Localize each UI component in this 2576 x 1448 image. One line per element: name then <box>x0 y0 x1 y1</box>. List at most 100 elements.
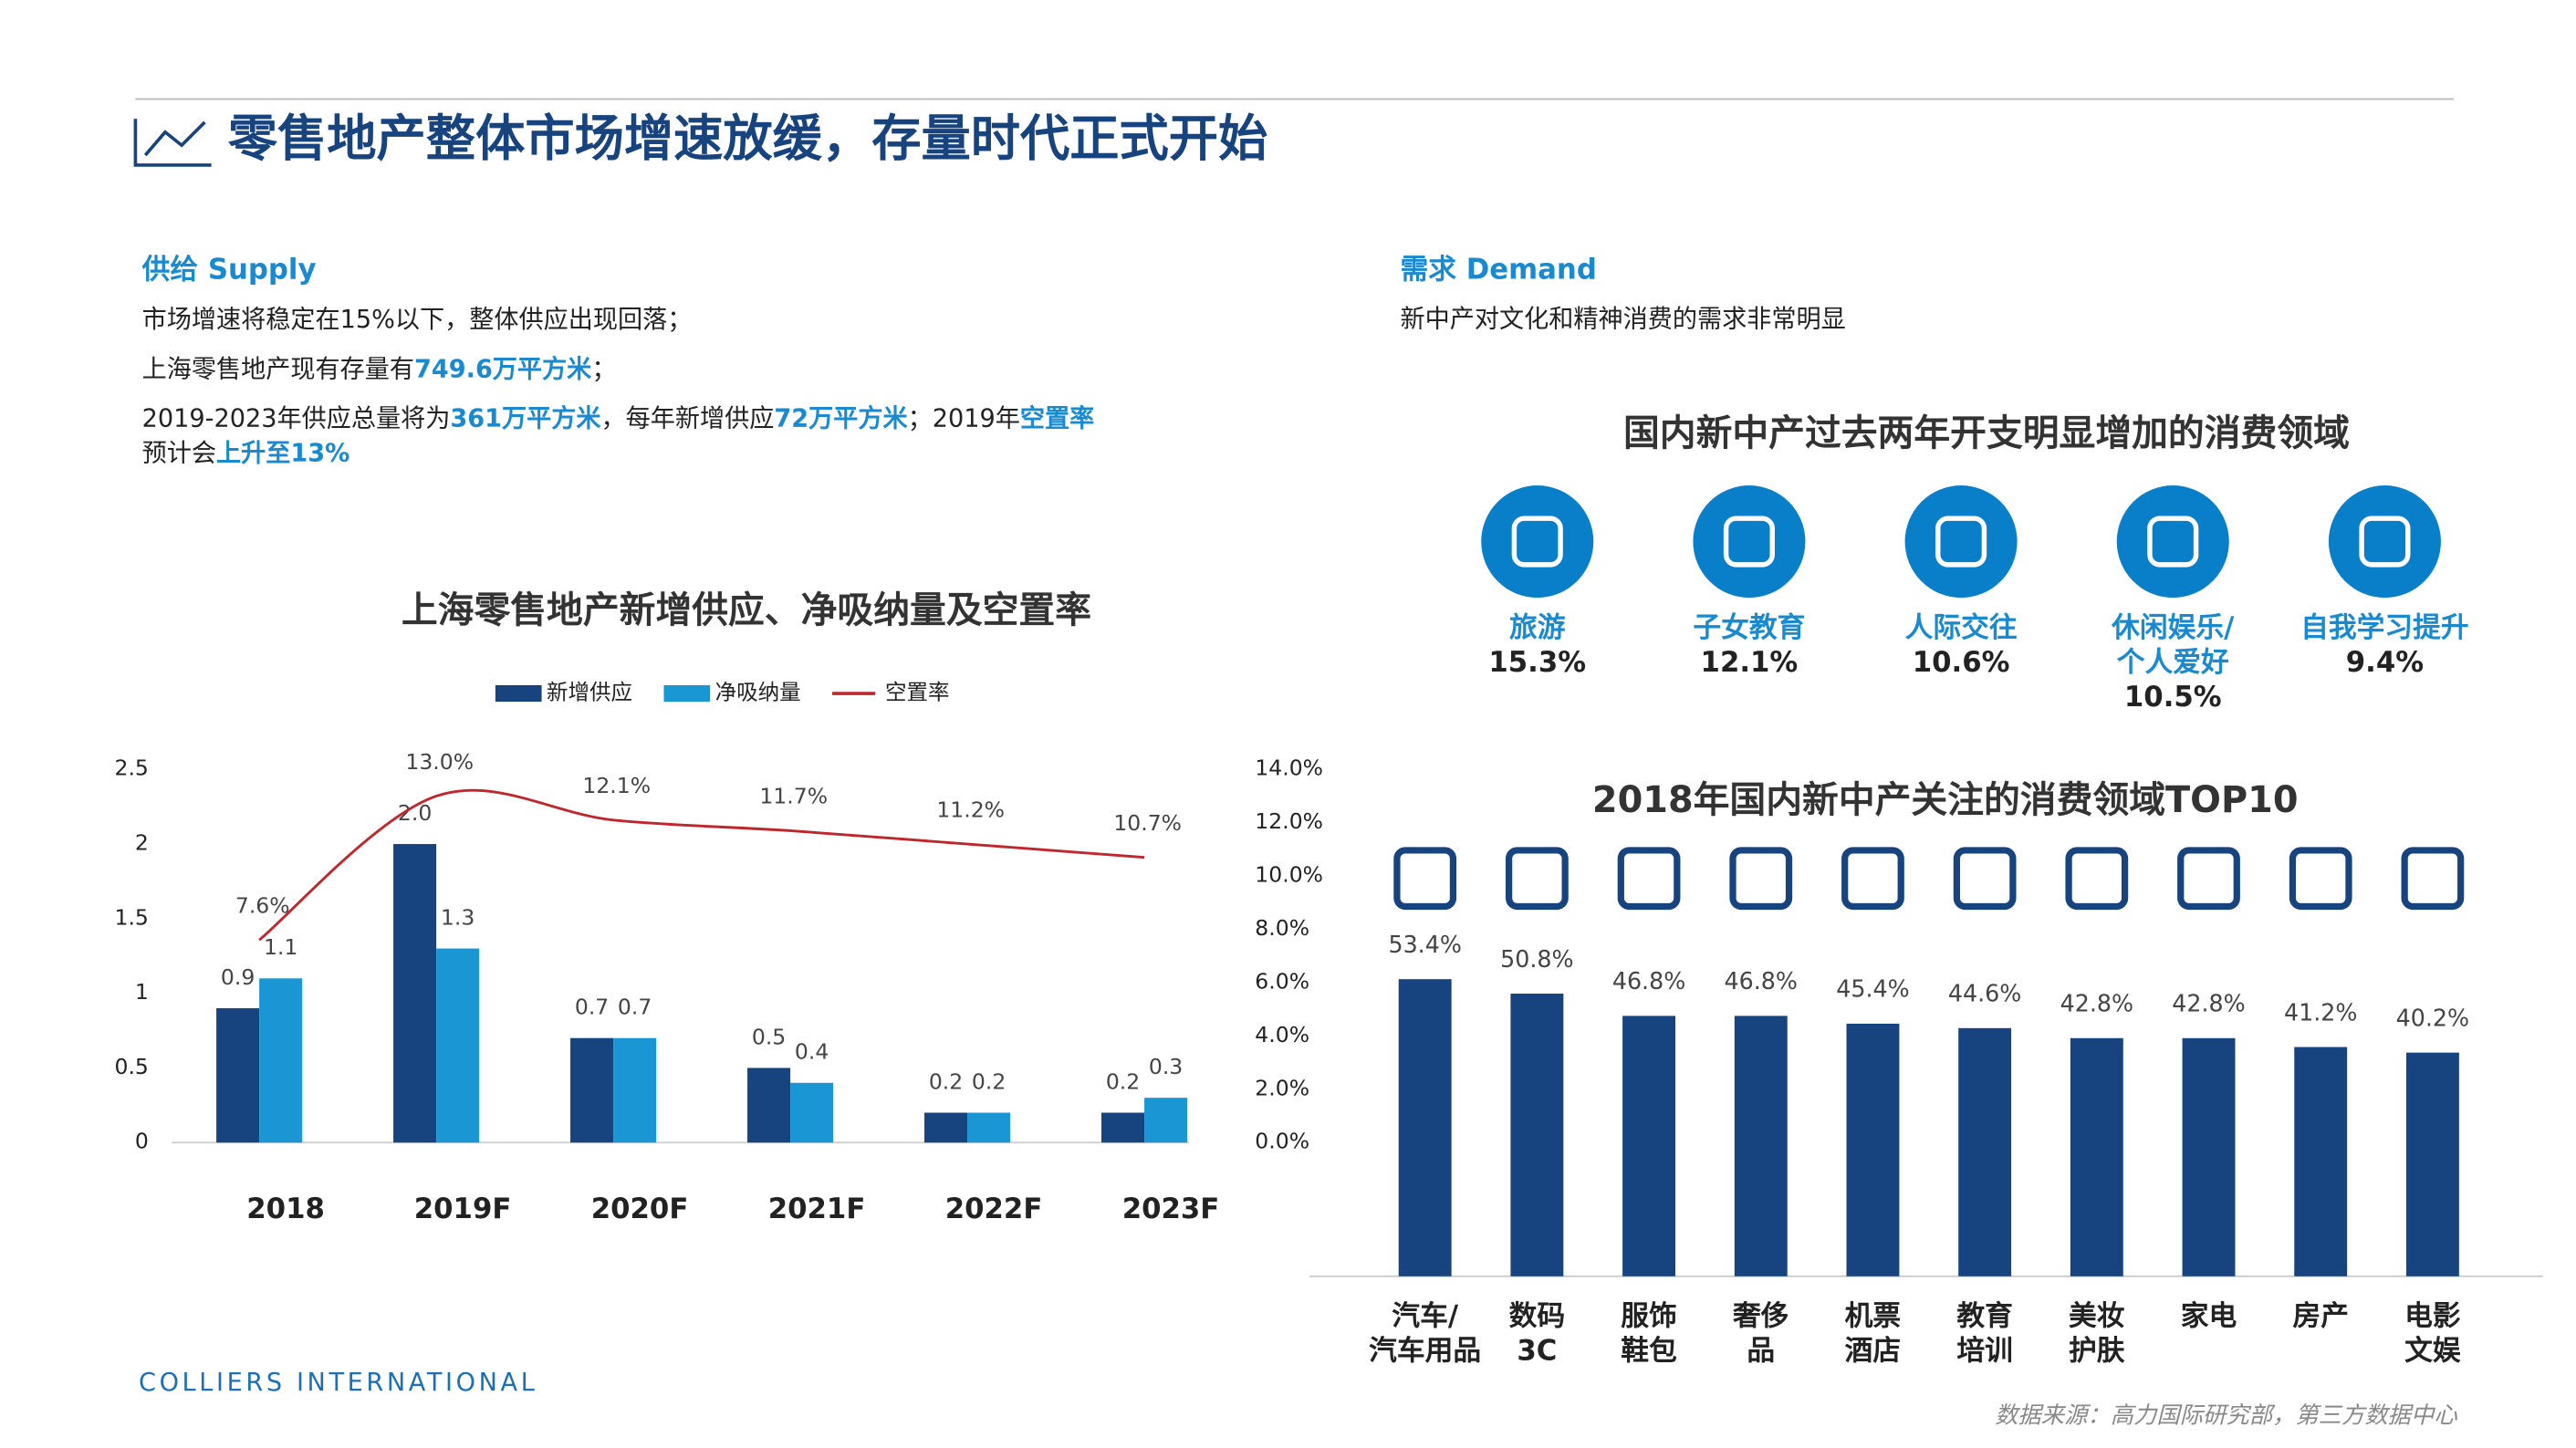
chart-title: 2018年国内新中产关注的消费领域TOP10 <box>1592 779 2299 821</box>
data-label: 40.2% <box>2396 1004 2469 1031</box>
data-label: 0.9 <box>221 964 255 990</box>
demand-heading: 需求 Demand <box>1401 253 1597 286</box>
bar <box>747 1068 791 1143</box>
data-label: 0.2 <box>929 1068 963 1094</box>
bar <box>570 1037 614 1143</box>
icon-circle <box>2116 485 2229 599</box>
data-label: 0.5 <box>752 1024 786 1049</box>
x-tick-label: 品 <box>1747 1335 1775 1368</box>
item-label: 休闲娱乐/ <box>2111 611 2235 644</box>
x-tick-label: 汽车/ <box>1392 1300 1459 1333</box>
legend-label: 新增供应 <box>547 680 632 705</box>
icon <box>2401 847 2465 911</box>
text-segment: 市场增速将稳定在15%以下，整体供应出现回落； <box>142 306 693 334</box>
bar <box>393 844 437 1143</box>
bar <box>1144 1098 1188 1143</box>
bar <box>2070 1037 2123 1276</box>
supply-heading: 供给 Supply <box>141 253 317 286</box>
data-label: 11.7% <box>759 784 828 809</box>
legend-swatch <box>495 684 542 703</box>
icon-circle <box>1693 485 1806 599</box>
highlight: 上升至13% <box>216 439 349 467</box>
supply-line: 市场增速将稳定在15%以下，整体供应出现回落； <box>142 306 693 334</box>
data-label: 0.2 <box>1106 1068 1140 1094</box>
icon <box>1506 847 1569 911</box>
text-segment: ；2019年 <box>908 404 1020 432</box>
bar <box>1846 1023 1900 1276</box>
icon <box>1617 847 1681 911</box>
data-label: 0.7 <box>575 995 609 1020</box>
bar <box>2405 1052 2459 1276</box>
y-tick-label: 1.5 <box>114 904 148 930</box>
item-value: 10.6% <box>1913 646 2010 679</box>
data-label: 7.6% <box>235 893 290 919</box>
y2-tick-label: 4.0% <box>1255 1022 1309 1047</box>
data-label: 42.8% <box>2172 990 2245 1017</box>
y-tick-label: 2 <box>135 830 149 856</box>
legend-label: 空置率 <box>885 680 950 705</box>
data-label: 46.8% <box>1612 967 1685 995</box>
text-segment: 2019-2023年供应总量将为 <box>142 404 451 432</box>
x-tick-label: 2021F <box>768 1193 866 1225</box>
bar <box>1958 1027 2012 1276</box>
header-icon <box>133 119 212 167</box>
data-label: 1.1 <box>264 934 297 960</box>
data-label: 12.1% <box>582 773 651 798</box>
highlight: 749.6万平方米 <box>414 354 592 383</box>
demand-subtitle: 国内新中产过去两年开支明显增加的消费领域 <box>1623 412 2350 454</box>
x-tick-label: 鞋包 <box>1621 1335 1677 1368</box>
data-label: 0.4 <box>795 1039 829 1065</box>
demand-text: 新中产对文化和精神消费的需求非常明显 <box>1401 306 1846 334</box>
legend-swatch <box>663 684 711 703</box>
data-label: 13.0% <box>405 749 474 775</box>
supply-line: 上海零售地产现有存量有749.6万平方米； <box>142 354 617 383</box>
y-tick-label: 2.5 <box>114 755 148 781</box>
y2-tick-label: 14.0% <box>1255 755 1323 781</box>
item-value: 12.1% <box>1701 646 1799 679</box>
bar <box>1622 1016 1676 1276</box>
icon <box>2065 847 2129 911</box>
supply-line: 2019-2023年供应总量将为361万平方米，每年新增供应72万平方米；201… <box>142 403 1095 432</box>
icon-circle <box>1904 485 2018 599</box>
legend-label: 净吸纳量 <box>715 680 801 705</box>
bar <box>967 1112 1011 1143</box>
bar <box>1101 1112 1145 1143</box>
icon-circle <box>1481 485 1594 599</box>
bar <box>2294 1047 2348 1276</box>
bar <box>1734 1016 1788 1276</box>
bar <box>790 1082 834 1143</box>
x-tick-label: 3C <box>1517 1335 1557 1368</box>
x-tick-label: 2022F <box>945 1193 1043 1225</box>
icon-circle <box>2328 485 2441 599</box>
chart-title: 上海零售地产新增供应、净吸纳量及空置率 <box>402 589 1091 631</box>
item-label: 人际交往 <box>1905 611 2018 644</box>
data-label: 1.3 <box>441 904 475 930</box>
x-tick-label: 酒店 <box>1845 1335 1902 1368</box>
y2-tick-label: 6.0% <box>1255 968 1309 994</box>
bar <box>436 948 480 1143</box>
y2-tick-label: 8.0% <box>1255 915 1309 941</box>
icon-glyph <box>1723 516 1775 568</box>
data-label: 53.4% <box>1388 931 1461 958</box>
bar <box>1398 979 1452 1276</box>
x-tick-label: 数码 <box>1509 1300 1566 1333</box>
x-tick-label: 2023F <box>1122 1193 1220 1225</box>
item-label: 子女教育 <box>1693 611 1805 644</box>
data-label: 0.2 <box>972 1068 1006 1094</box>
x-tick-label: 汽车用品 <box>1369 1335 1481 1368</box>
data-label: 50.8% <box>1500 945 1573 973</box>
x-tick-label: 培训 <box>1956 1335 2013 1368</box>
x-tick-label: 家电 <box>2181 1300 2237 1333</box>
y-tick-label: 1 <box>135 979 149 1005</box>
data-label: 0.7 <box>618 995 652 1020</box>
item-value: 15.3% <box>1488 646 1586 679</box>
y-tick-label: 0 <box>135 1129 149 1154</box>
x-tick-label: 护肤 <box>2069 1335 2125 1368</box>
icon <box>1393 847 1457 911</box>
x-tick-label: 机票 <box>1845 1300 1902 1333</box>
data-label: 10.7% <box>1113 810 1182 836</box>
supply-line: 预计会上升至13% <box>142 439 350 467</box>
x-tick-label: 电影 <box>2404 1300 2461 1333</box>
x-tick-label: 服饰 <box>1621 1300 1677 1333</box>
